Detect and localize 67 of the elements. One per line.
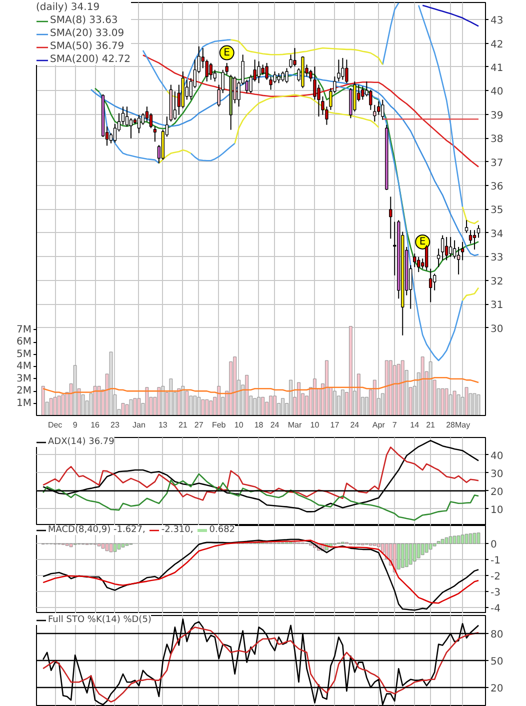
x-tick-label: Feb [212, 420, 226, 430]
y-tick-label: -3 [490, 588, 500, 598]
x-tick-label: May [454, 420, 470, 430]
y2-tick-label: 7M [16, 324, 32, 336]
y-tick-label: 40 [490, 450, 504, 462]
y-tick-label: 32 [490, 276, 504, 288]
x-tick-label: 13 [158, 420, 168, 430]
y-tick-label: 33 [490, 252, 504, 264]
y-tick-label: 80 [490, 630, 504, 640]
y-tick-label: -2 [490, 572, 500, 583]
y-tick-label: 40 [490, 86, 504, 98]
y-tick-label: -4 [490, 603, 500, 614]
x-tick-label: Apr [372, 420, 386, 430]
y-tick-label: 10 [490, 504, 504, 516]
y-tick-label: 39 [490, 110, 504, 122]
x-tick-label: 14 [410, 420, 420, 430]
y-tick-label: -1 [490, 556, 500, 567]
y-tick-label: 38 [490, 134, 504, 146]
y-tick-label: 0 [490, 540, 497, 551]
y-tick-label: 36 [490, 182, 504, 193]
x-tick-label: 23 [110, 420, 120, 430]
legend-label: SMA(50) 36.79 [50, 41, 124, 52]
legend-label: 0.682 [209, 525, 236, 535]
x-tick-label: 28 [446, 420, 456, 430]
x-tick-label: 17 [330, 420, 340, 430]
y-tick-label: 34 [490, 228, 504, 240]
y-tick-label: 31 [490, 300, 504, 312]
legend-label: SMA(8) 33.63 [50, 15, 118, 26]
y-tick-label: 43 [490, 16, 504, 27]
x-tick-label: 16 [90, 420, 100, 430]
legend-label: Full STO %K(14) %D(5) [48, 615, 152, 625]
x-tick-label: 7 [392, 420, 398, 430]
y-tick-label: 20 [490, 684, 504, 694]
y-tick-label: 30 [490, 468, 504, 480]
y2-tick-label: 4M [16, 361, 32, 372]
y-tick-label: 37 [490, 158, 504, 169]
y2-tick-label: 3M [16, 373, 32, 384]
y2-tick-label: 2M [16, 386, 32, 397]
y-tick-label: 35 [490, 205, 504, 216]
y2-tick-label: 6M [16, 336, 32, 348]
x-tick-label: 24 [350, 420, 360, 430]
chart-title: (daily) 34.19 [36, 2, 101, 13]
y-tick-label: 41 [490, 62, 504, 74]
x-tick-label: 21 [426, 420, 436, 430]
legend-label: SMA(20) 33.09 [50, 28, 124, 39]
x-tick-label: 10 [234, 420, 244, 430]
data-label: E [224, 47, 230, 58]
legend-label: SMA(200) 42.72 [50, 54, 131, 65]
x-tick-label: 24 [270, 420, 280, 430]
x-tick-label: 9 [72, 420, 78, 430]
y-tick-label: 30 [490, 324, 504, 335]
y-tick-label: 42 [490, 39, 504, 50]
legend-label: MACD(8,40,9) -1.627, [48, 525, 146, 535]
y2-tick-label: 1M [16, 398, 32, 409]
x-tick-label: 10 [310, 420, 320, 430]
x-tick-label: 18 [254, 420, 264, 430]
legend-label: ADX(14) 36.79 [48, 437, 114, 447]
y-tick-label: 20 [490, 486, 504, 498]
x-tick-label: 27 [194, 420, 204, 430]
x-tick-label: Jan [132, 420, 146, 430]
legend-label: -2.310, [161, 525, 194, 535]
y-tick-label: 50 [490, 656, 504, 668]
x-tick-label: 21 [178, 420, 188, 430]
y2-tick-label: 5M [16, 348, 32, 360]
x-tick-label: Mar [288, 420, 302, 430]
data-label: E [419, 236, 426, 248]
x-tick-label: Dec [48, 420, 62, 430]
